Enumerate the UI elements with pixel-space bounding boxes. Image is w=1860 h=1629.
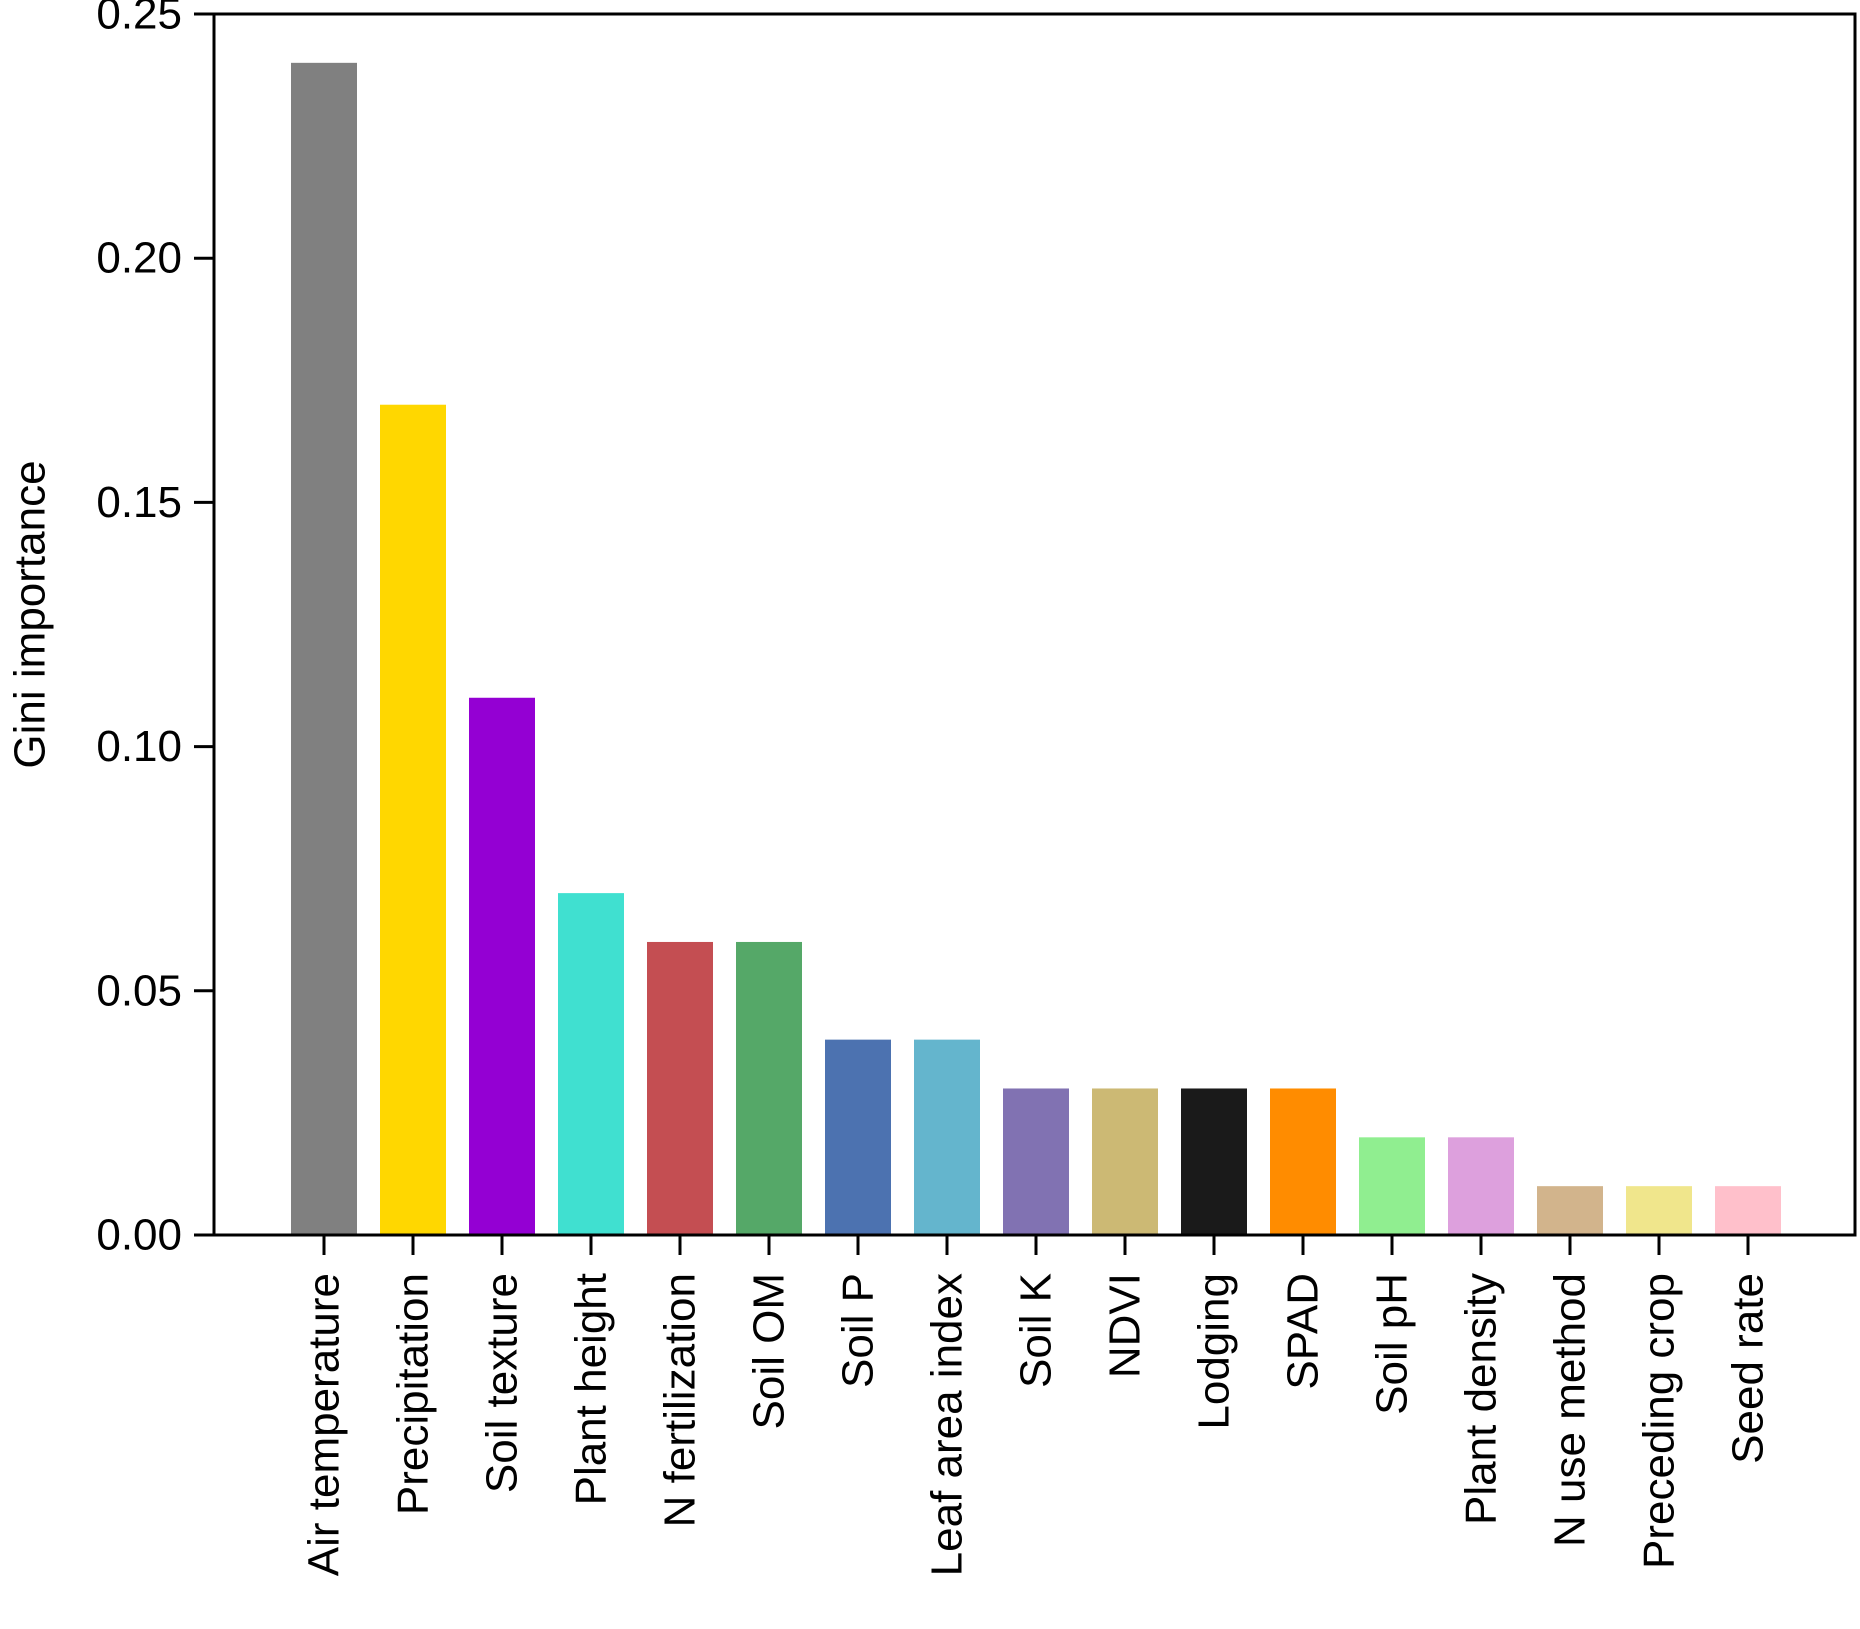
- x-tick-label: Preceding crop: [1635, 1273, 1684, 1569]
- bar-seed-rate: [1715, 1186, 1781, 1235]
- y-tick-label: 0.15: [96, 478, 182, 527]
- x-tick-label: Soil pH: [1368, 1273, 1417, 1415]
- x-tick-label: Soil texture: [478, 1273, 527, 1493]
- bar-soil-om: [736, 941, 802, 1235]
- bar-spad: [1270, 1088, 1336, 1235]
- bar-plant-height: [558, 893, 624, 1235]
- x-tick-label: SPAD: [1279, 1273, 1328, 1390]
- y-tick-label: 0.20: [96, 234, 182, 283]
- x-axis: Air temperature Precipitation Soil texture…: [300, 1235, 1773, 1576]
- x-tick-label: Air temperature: [300, 1273, 349, 1576]
- y-tick-label: 0.25: [96, 0, 182, 39]
- x-tick-label: N fertilization: [656, 1273, 705, 1527]
- x-tick-label: Soil OM: [745, 1273, 794, 1429]
- x-tick-label: Leaf area index: [923, 1273, 972, 1576]
- x-tick-label: NDVI: [1101, 1273, 1150, 1378]
- x-tick-label: Plant height: [567, 1273, 616, 1505]
- x-tick-label: Lodging: [1190, 1273, 1239, 1430]
- bar-n-use-method: [1537, 1186, 1603, 1235]
- bar-leaf-area-index: [914, 1039, 980, 1235]
- plot-frame: [212, 12, 1857, 1237]
- bar-precipitation: [380, 404, 446, 1236]
- bar-soil-ph: [1359, 1137, 1425, 1235]
- y-tick-label: 0.10: [96, 722, 182, 771]
- x-tick-label: Precipitation: [389, 1273, 438, 1515]
- x-tick-label: Soil P: [834, 1273, 883, 1388]
- bar-preceding-crop: [1626, 1186, 1692, 1235]
- y-tick-label: 0.00: [96, 1211, 182, 1260]
- bar-lodging: [1181, 1088, 1247, 1235]
- y-axis-title: Gini importance: [6, 460, 55, 768]
- bar-soil-texture: [469, 697, 535, 1235]
- bars-group: [291, 62, 1781, 1236]
- bar-soil-k: [1003, 1088, 1069, 1235]
- x-tick-label: N use method: [1546, 1273, 1595, 1547]
- bar-n-fertilization: [647, 941, 713, 1235]
- y-axis: 0.00 0.05 0.10 0.15 0.20 0.25: [96, 0, 214, 1260]
- bar-plant-density: [1448, 1137, 1514, 1235]
- bar-soil-p: [825, 1039, 891, 1235]
- y-tick-label: 0.05: [96, 966, 182, 1015]
- x-tick-label: Seed rate: [1724, 1273, 1773, 1464]
- x-tick-label: Soil K: [1012, 1273, 1061, 1388]
- x-tick-label: Plant density: [1457, 1273, 1506, 1525]
- bar-air-temperature: [291, 62, 357, 1236]
- bar-ndvi: [1092, 1088, 1158, 1235]
